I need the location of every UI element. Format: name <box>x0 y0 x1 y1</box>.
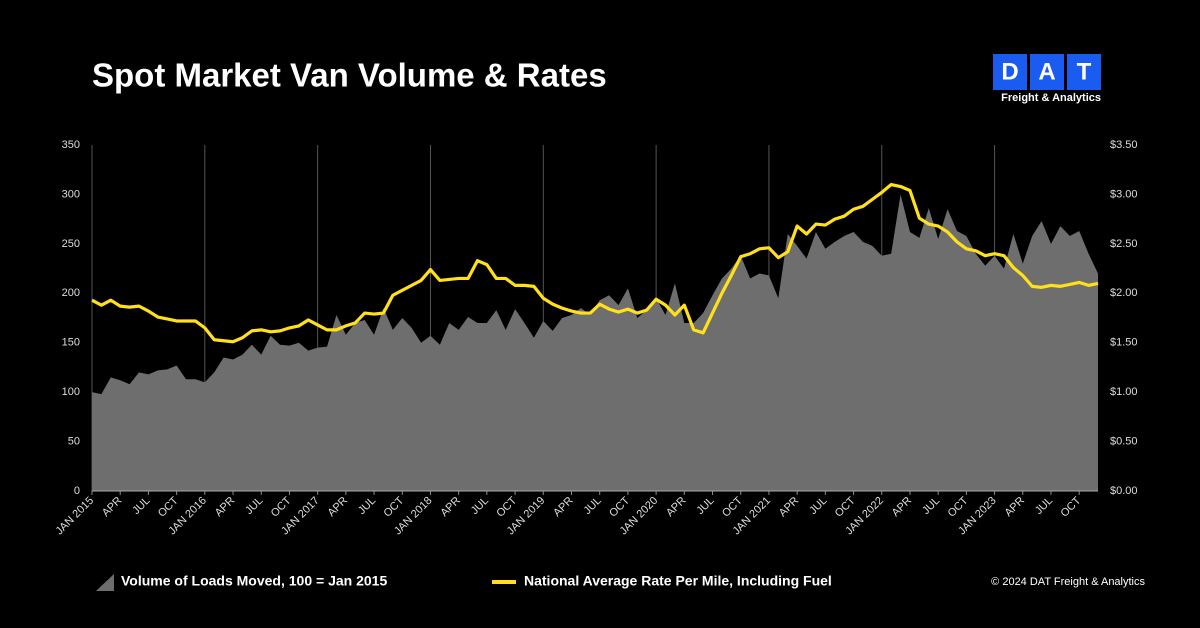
y2-tick-label: $0.00 <box>1110 485 1138 497</box>
y-tick-label: 350 <box>62 139 80 151</box>
copyright: © 2024 DAT Freight & Analytics <box>991 576 1145 588</box>
volume-area <box>92 194 1098 491</box>
logo-box <box>993 54 1027 90</box>
chart-title: Spot Market Van Volume & Rates <box>92 57 607 94</box>
y-tick-label: 0 <box>74 485 80 497</box>
y-tick-label: 100 <box>62 386 80 398</box>
y-tick-label: 150 <box>62 337 80 349</box>
logo-box <box>1067 54 1101 90</box>
y-tick-label: 50 <box>68 435 80 447</box>
y2-tick-label: $2.50 <box>1110 238 1138 250</box>
logo-letter: D <box>1001 58 1018 85</box>
legend-label: National Average Rate Per Mile, Includin… <box>524 573 832 589</box>
y2-tick-label: $0.50 <box>1110 435 1138 447</box>
y2-tick-label: $1.00 <box>1110 386 1138 398</box>
y2-tick-label: $2.00 <box>1110 287 1138 299</box>
y-tick-label: 300 <box>62 188 80 200</box>
logo-letter: A <box>1038 58 1055 85</box>
rate-line <box>91 182 1099 344</box>
y-tick-label: 250 <box>62 238 80 250</box>
y2-tick-label: $3.50 <box>1110 139 1138 151</box>
legend-label: Volume of Loads Moved, 100 = Jan 2015 <box>121 573 387 589</box>
logo-box <box>1030 54 1064 90</box>
y2-tick-label: $1.50 <box>1110 337 1138 349</box>
logo-letter: T <box>1077 58 1092 85</box>
y-tick-label: 200 <box>62 287 80 299</box>
legend-swatch <box>96 574 114 591</box>
logo-tagline: Freight & Analytics <box>1001 92 1101 104</box>
y2-tick-label: $3.00 <box>1110 188 1138 200</box>
logo: D A T Freight & Analytics <box>993 54 1101 104</box>
